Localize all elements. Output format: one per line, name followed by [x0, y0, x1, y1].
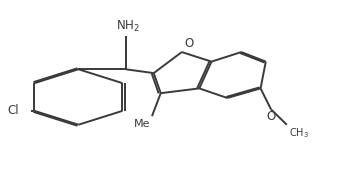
Text: Cl: Cl: [7, 104, 19, 117]
Text: O: O: [185, 37, 194, 50]
Text: NH$_2$: NH$_2$: [115, 19, 139, 34]
Text: O: O: [267, 110, 276, 123]
Text: Me: Me: [134, 119, 150, 129]
Text: CH$_3$: CH$_3$: [288, 127, 309, 140]
